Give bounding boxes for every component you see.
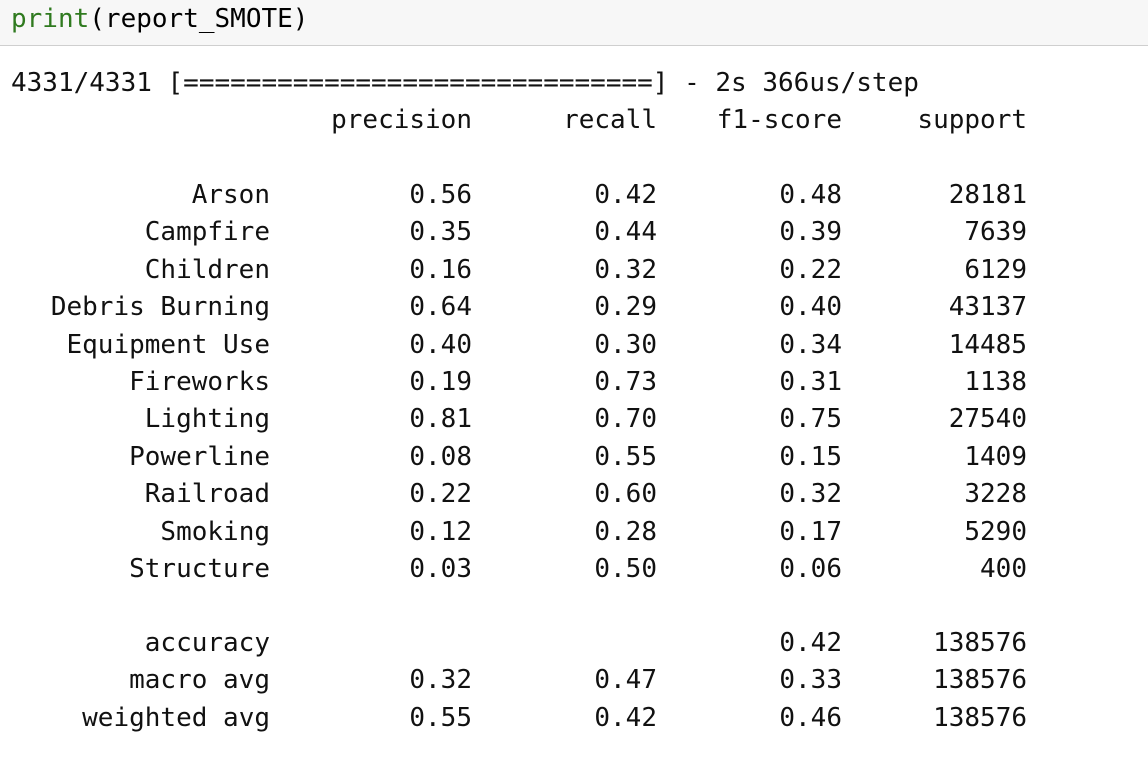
- header-f1-score: f1-score: [680, 104, 842, 136]
- row-precision: 0.03: [300, 553, 472, 585]
- row-label: Lighting: [0, 403, 270, 435]
- row-support: 28181: [880, 179, 1027, 211]
- print-args: (report_SMOTE): [89, 4, 308, 34]
- row-support: 14485: [880, 329, 1027, 361]
- row-label: Debris Burning: [0, 291, 270, 323]
- row-recall: 0.28: [520, 516, 657, 548]
- row-precision: 0.16: [300, 254, 472, 286]
- row-recall: 0.60: [520, 478, 657, 510]
- header-precision: precision: [300, 104, 472, 136]
- row-precision: 0.12: [300, 516, 472, 548]
- row-precision: 0.32: [300, 664, 472, 696]
- row-support: 7639: [880, 216, 1027, 248]
- row-support: 400: [880, 553, 1027, 585]
- row-f1-score: 0.33: [680, 664, 842, 696]
- row-precision: 0.55: [300, 702, 472, 734]
- row-support: 3228: [880, 478, 1027, 510]
- row-f1-score: 0.75: [680, 403, 842, 435]
- row-precision: 0.08: [300, 441, 472, 473]
- row-f1-score: 0.48: [680, 179, 842, 211]
- builtin-print: print: [11, 4, 89, 34]
- row-precision: 0.22: [300, 478, 472, 510]
- row-f1-score: 0.31: [680, 366, 842, 398]
- row-precision: 0.56: [300, 179, 472, 211]
- row-recall: 0.42: [520, 179, 657, 211]
- row-recall: 0.47: [520, 664, 657, 696]
- row-support: 1138: [880, 366, 1027, 398]
- row-recall: 0.50: [520, 553, 657, 585]
- row-precision: 0.40: [300, 329, 472, 361]
- row-f1-score: 0.15: [680, 441, 842, 473]
- cell-output: 4331/4331 [=============================…: [0, 48, 1148, 766]
- row-recall: 0.42: [520, 702, 657, 734]
- code-input-cell[interactable]: print(report_SMOTE): [0, 0, 1148, 46]
- row-precision: 0.19: [300, 366, 472, 398]
- header-recall: recall: [520, 104, 657, 136]
- row-label: Powerline: [0, 441, 270, 473]
- row-label: Arson: [0, 179, 270, 211]
- row-f1-score: 0.06: [680, 553, 842, 585]
- row-label: Campfire: [0, 216, 270, 248]
- row-label: Equipment Use: [0, 329, 270, 361]
- row-label: accuracy: [0, 627, 270, 659]
- row-precision: 0.64: [300, 291, 472, 323]
- row-recall: 0.29: [520, 291, 657, 323]
- row-support: 1409: [880, 441, 1027, 473]
- row-label: Fireworks: [0, 366, 270, 398]
- progress-line: 4331/4331 [=============================…: [11, 67, 919, 99]
- row-support: 138576: [880, 627, 1027, 659]
- code-line[interactable]: print(report_SMOTE): [11, 3, 308, 35]
- row-recall: 0.70: [520, 403, 657, 435]
- row-label: Children: [0, 254, 270, 286]
- row-f1-score: 0.22: [680, 254, 842, 286]
- row-label: Railroad: [0, 478, 270, 510]
- row-support: 5290: [880, 516, 1027, 548]
- row-support: 43137: [880, 291, 1027, 323]
- row-f1-score: 0.39: [680, 216, 842, 248]
- row-f1-score: 0.42: [680, 627, 842, 659]
- row-support: 6129: [880, 254, 1027, 286]
- row-f1-score: 0.34: [680, 329, 842, 361]
- row-support: 27540: [880, 403, 1027, 435]
- row-recall: 0.44: [520, 216, 657, 248]
- header-support: support: [880, 104, 1027, 136]
- row-label: macro avg: [0, 664, 270, 696]
- row-recall: 0.32: [520, 254, 657, 286]
- row-recall: 0.73: [520, 366, 657, 398]
- row-f1-score: 0.32: [680, 478, 842, 510]
- row-support: 138576: [880, 702, 1027, 734]
- row-support: 138576: [880, 664, 1027, 696]
- row-recall: 0.55: [520, 441, 657, 473]
- row-label: weighted avg: [0, 702, 270, 734]
- row-recall: 0.30: [520, 329, 657, 361]
- row-label: Smoking: [0, 516, 270, 548]
- row-precision: 0.81: [300, 403, 472, 435]
- row-precision: 0.35: [300, 216, 472, 248]
- row-f1-score: 0.46: [680, 702, 842, 734]
- row-f1-score: 0.40: [680, 291, 842, 323]
- row-f1-score: 0.17: [680, 516, 842, 548]
- row-label: Structure: [0, 553, 270, 585]
